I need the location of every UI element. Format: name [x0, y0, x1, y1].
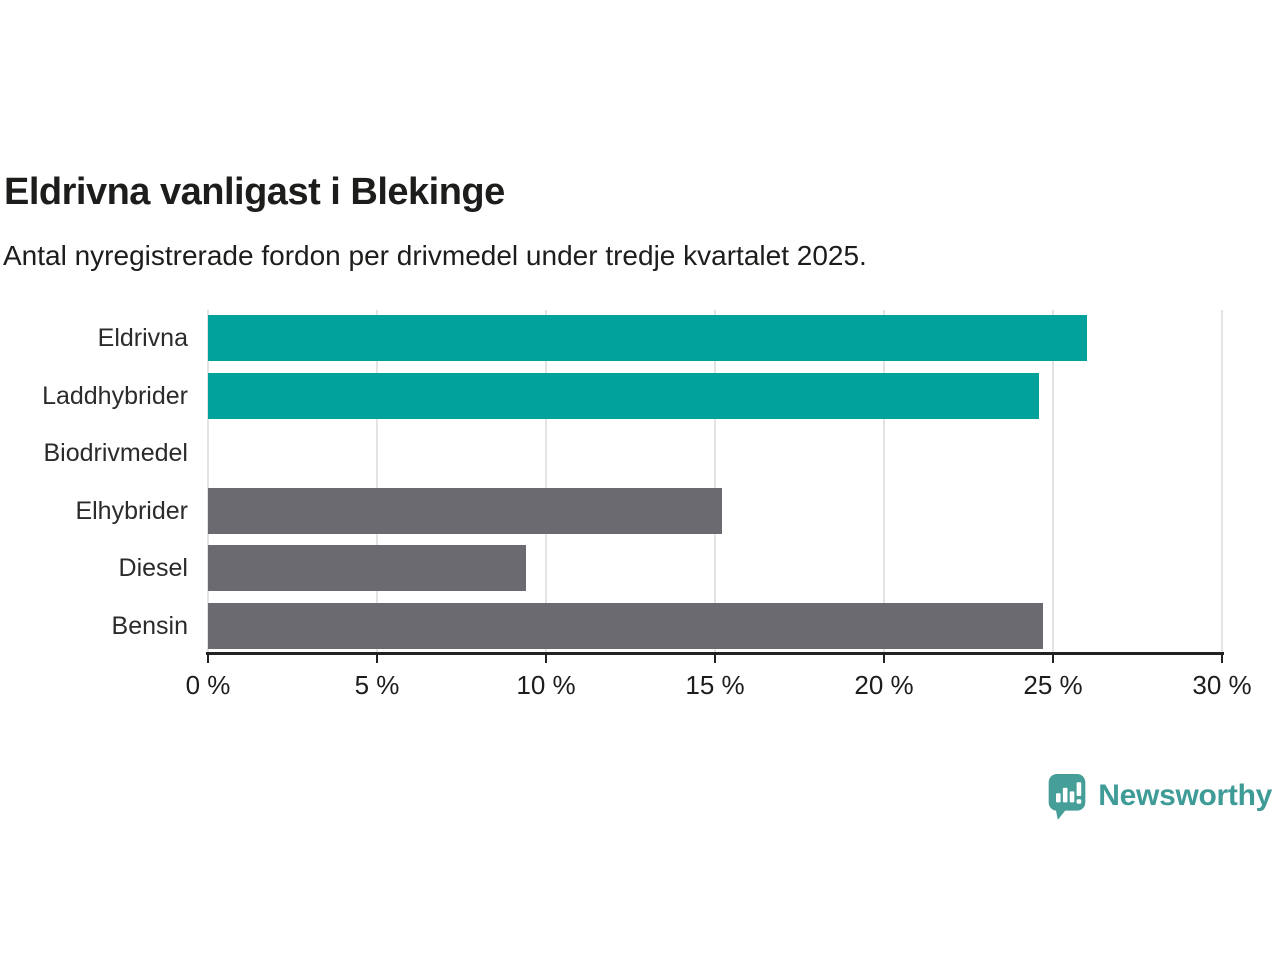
- bar-diesel: [208, 545, 526, 592]
- grid-line-0-percent: [207, 310, 209, 654]
- category-label-elhybrider: Elhybrider: [75, 496, 188, 525]
- x-tick-label-20-percent: 20 %: [854, 670, 914, 700]
- bar-laddhybrider: [208, 372, 1040, 419]
- grid-line-20-percent: [883, 310, 885, 654]
- grid-line-30-percent: [1221, 310, 1223, 654]
- newsworthy-logo: Newsworthy: [1045, 772, 1272, 820]
- category-label-laddhybrider: Laddhybrider: [42, 381, 188, 410]
- chart-title: Eldrivna vanligast i Blekinge: [4, 171, 505, 214]
- category-label-bensin: Bensin: [111, 612, 188, 640]
- bar-elhybrider: [208, 487, 722, 534]
- x-tick-0-percent: [207, 652, 209, 663]
- x-tick-label-30-percent: 30 %: [1192, 670, 1252, 700]
- bar-bensin: [208, 603, 1043, 649]
- x-tick-10-percent: [545, 652, 547, 663]
- x-tick-label-15-percent: 15 %: [685, 670, 745, 700]
- grid-line-25-percent: [1052, 310, 1054, 654]
- x-tick-label-10-percent: 10 %: [516, 670, 576, 700]
- x-tick-25-percent: [1052, 652, 1054, 663]
- x-tick-label-25-percent: 25 %: [1023, 670, 1083, 700]
- x-tick-30-percent: [1221, 652, 1223, 663]
- category-label-eldrivna: Eldrivna: [97, 324, 188, 352]
- x-tick-label-5-percent: 5 %: [354, 670, 400, 700]
- grid-line-10-percent: [545, 310, 547, 654]
- newsworthy-bar-chart-speech-bubble-icon: [1045, 772, 1089, 820]
- bar-eldrivna: [208, 315, 1087, 361]
- x-tick-label-0-percent: 0 %: [185, 670, 231, 700]
- x-tick-15-percent: [714, 652, 716, 663]
- x-tick-20-percent: [883, 652, 885, 663]
- chart-subtitle: Antal nyregistrerade fordon per drivmede…: [3, 240, 867, 271]
- newsworthy-logo-text: Newsworthy: [1098, 779, 1272, 812]
- x-tick-5-percent: [376, 652, 378, 663]
- grid-line-5-percent: [376, 310, 378, 654]
- category-label-biodrivmedel: Biodrivmedel: [43, 439, 188, 468]
- category-label-diesel: Diesel: [118, 554, 188, 583]
- grid-line-15-percent: [714, 310, 716, 654]
